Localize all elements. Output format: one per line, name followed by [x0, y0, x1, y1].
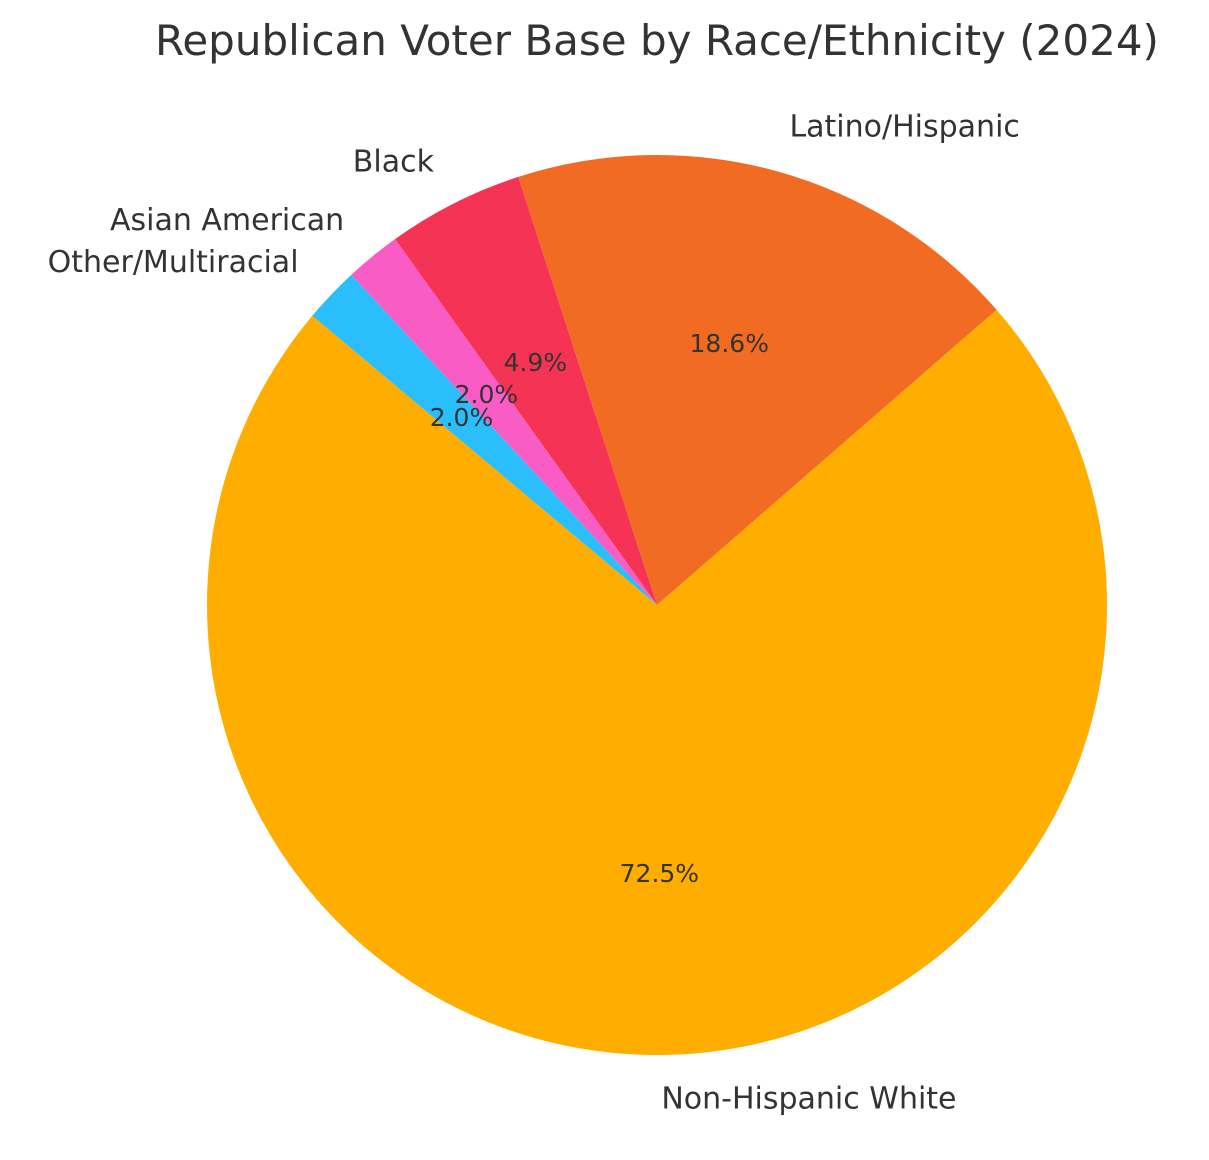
pct-label-asian-american: 2.0% — [455, 380, 519, 409]
pie-slice-latino-hispanic — [518, 154, 997, 605]
pct-label-non-hispanic-white: 72.5% — [620, 859, 699, 888]
pie-slice-black — [395, 176, 657, 605]
pie-slice-asian-american — [351, 239, 657, 605]
slice-label-latino-hispanic: Latino/Hispanic — [789, 110, 1019, 145]
slice-label-asian-american: Asian American — [110, 203, 344, 238]
pie-slice-non-hispanic-white — [207, 309, 1107, 1055]
chart-title: Republican Voter Base by Race/Ethnicity … — [155, 16, 1159, 65]
pct-label-latino-hispanic: 18.6% — [690, 329, 769, 358]
slice-label-non-hispanic-white: Non-Hispanic White — [661, 1081, 956, 1116]
pie-slices — [207, 154, 1107, 1055]
slice-label-black: Black — [353, 145, 435, 180]
pie-labels: Non-Hispanic White 72.5% Latino/Hispanic 18… — [48, 110, 1020, 1117]
pct-label-other-multiracial: 2.0% — [430, 403, 494, 432]
slice-label-other-multiracial: Other/Multiracial — [48, 245, 299, 280]
pie-slice-other-multiracial — [312, 274, 657, 605]
pct-label-black: 4.9% — [504, 348, 568, 377]
